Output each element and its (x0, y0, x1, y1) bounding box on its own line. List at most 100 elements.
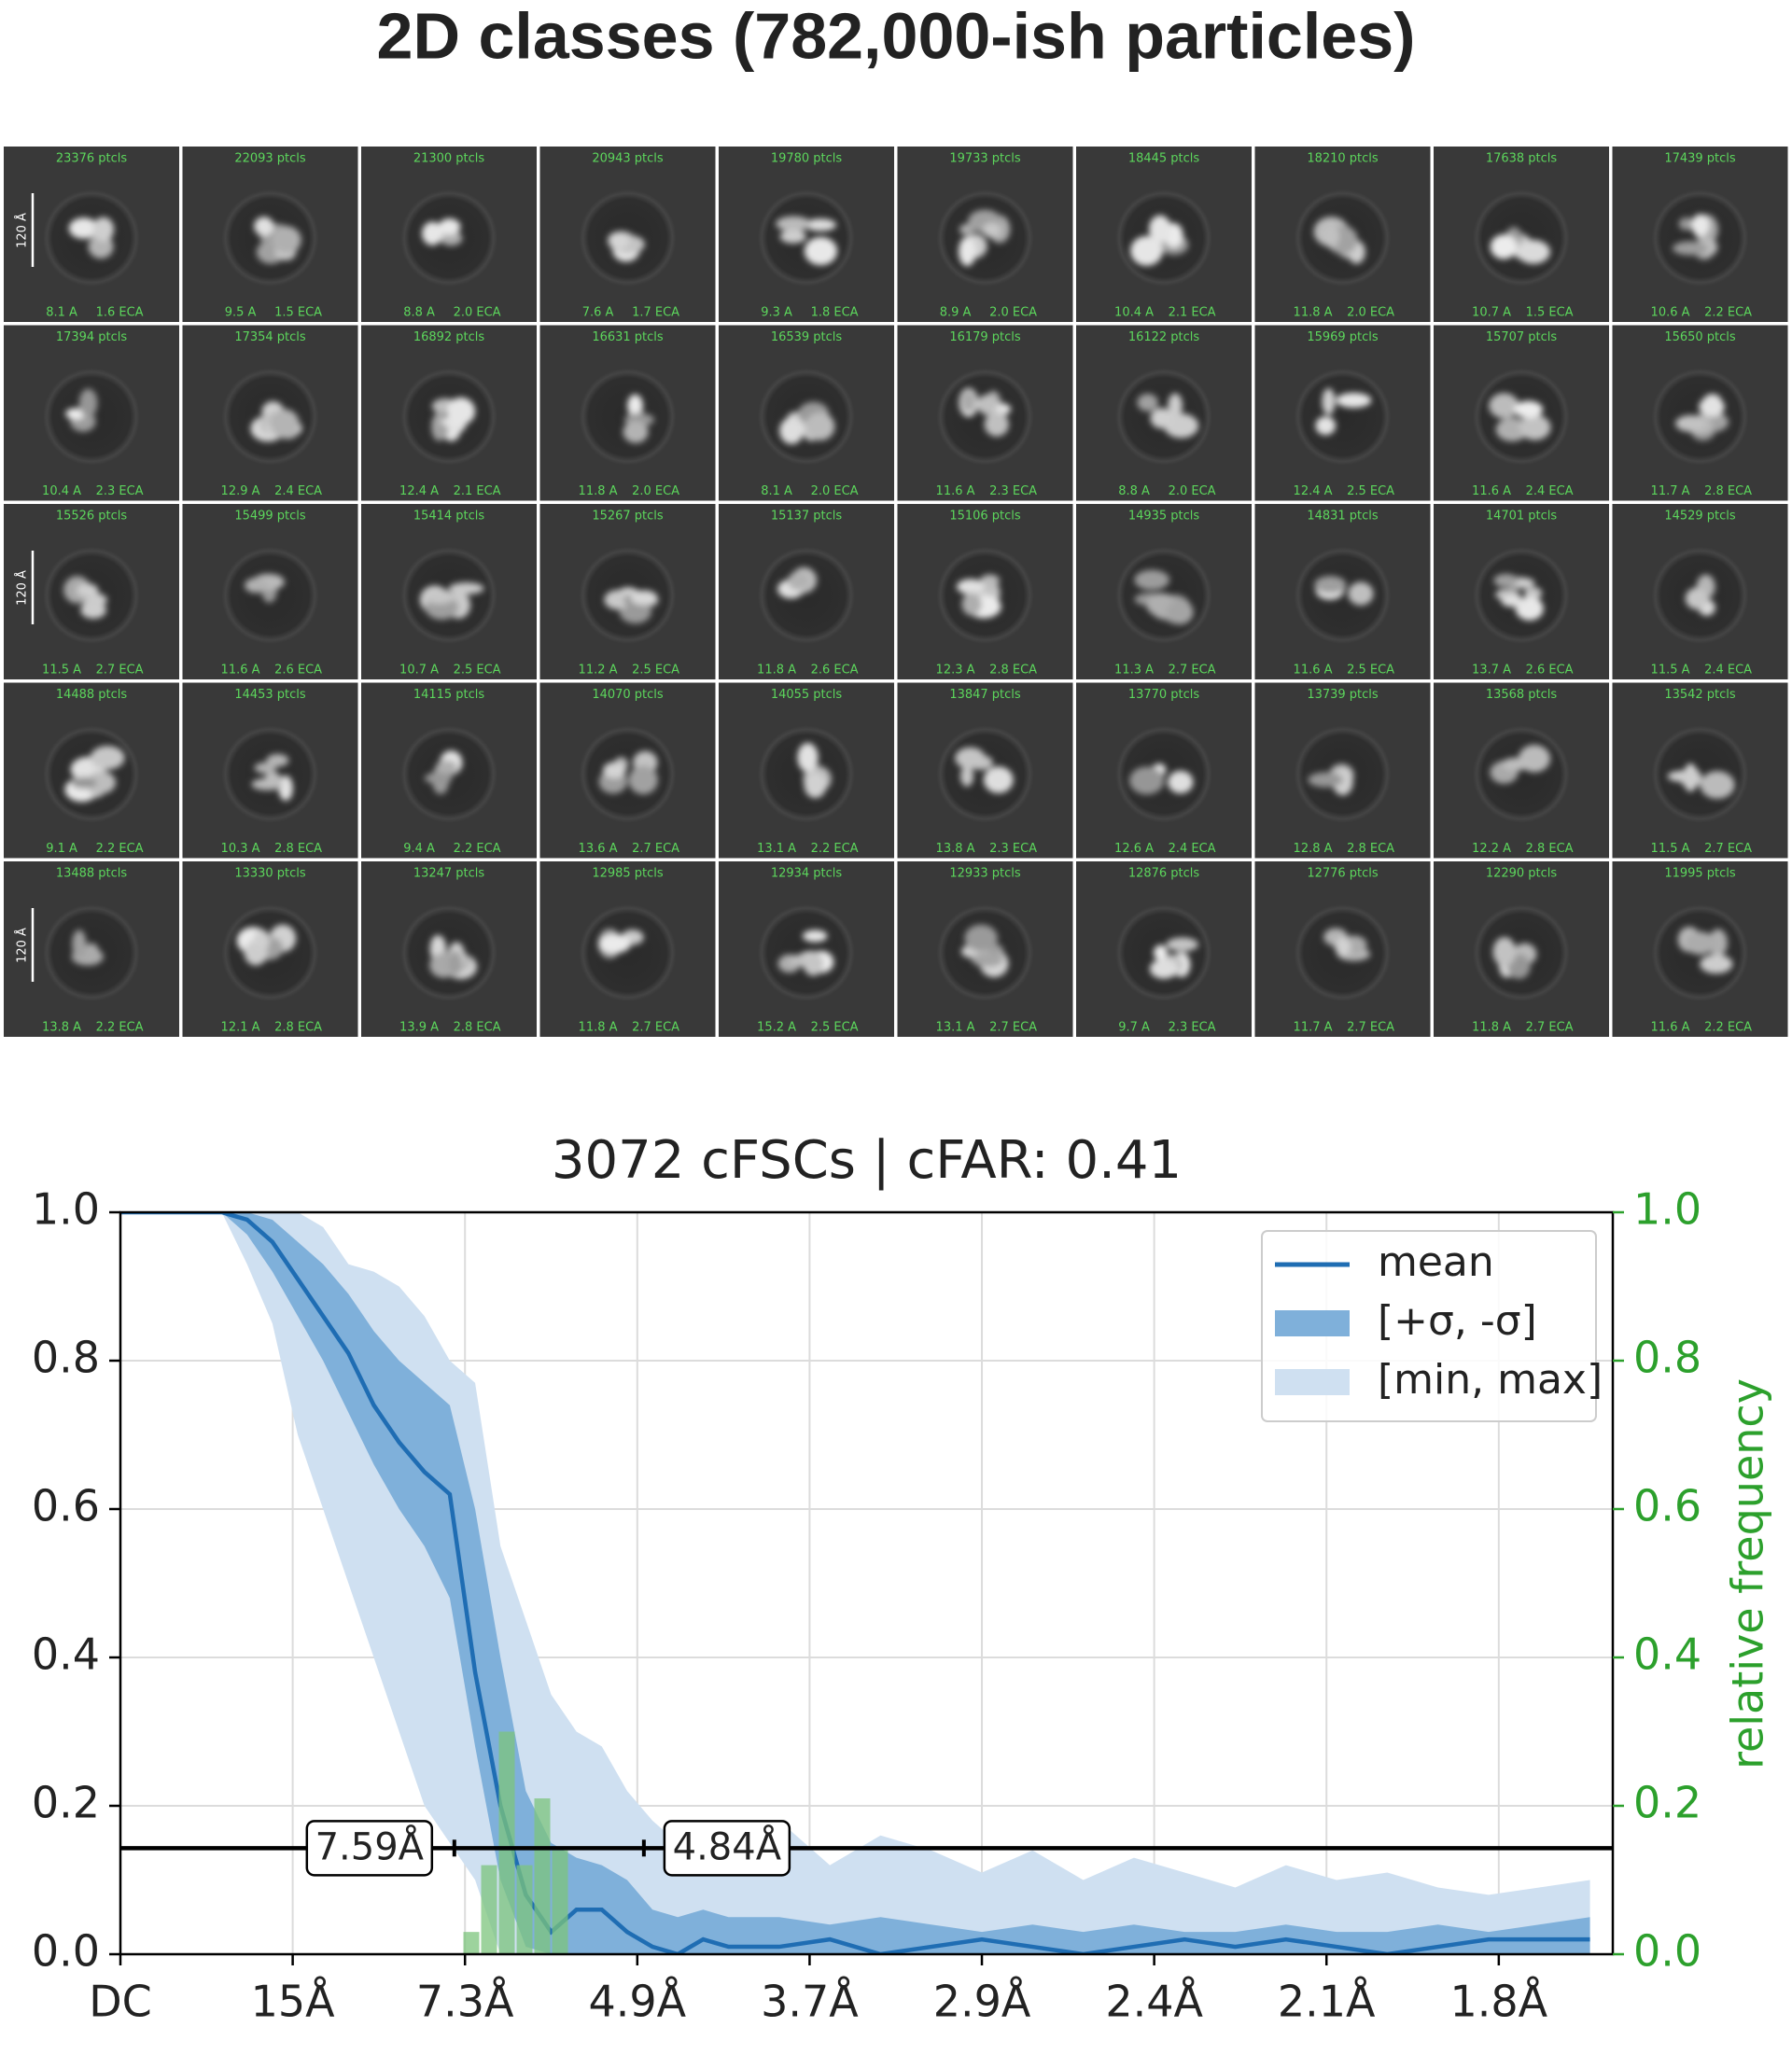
class-tile: 11995 ptcls 11.6 A 2.2 ECA (1612, 861, 1788, 1037)
density-blob (1322, 388, 1336, 415)
annotation-box (305, 1820, 434, 1877)
density-blob (1308, 772, 1343, 788)
density-blob (1675, 414, 1706, 432)
tile-resolution: 9.1 A (46, 842, 77, 856)
particle-density (777, 566, 818, 599)
class-tile: 15526 ptcls 11.5 A 2.7 ECA 120 Å (4, 504, 179, 679)
tile-eca: 2.8 ECA (1526, 842, 1574, 856)
particle-density (250, 401, 302, 442)
particle-density (1677, 927, 1733, 974)
tile-eca: 2.7 ECA (632, 1021, 679, 1035)
tile-particle-count: 12876 ptcls (1128, 867, 1200, 881)
density-blob (1335, 937, 1351, 957)
particle-density (1490, 227, 1550, 264)
tile-particle-count: 22093 ptcls (234, 152, 306, 166)
y2-tick-label: 0.4 (1633, 1629, 1701, 1680)
tile-particle-count: 15707 ptcls (1486, 330, 1558, 344)
class-tile: 12985 ptcls 11.8 A 2.7 ECA (539, 861, 716, 1037)
tile-particle-count: 13568 ptcls (1486, 688, 1558, 702)
density-blob (278, 775, 293, 802)
tile-particle-count: 13247 ptcls (413, 867, 485, 881)
tile-eca: 2.2 ECA (1704, 1021, 1752, 1035)
density-blob (71, 776, 97, 790)
class-tile: 12933 ptcls 13.1 A 2.7 ECA (897, 861, 1073, 1037)
particle-density (959, 209, 1011, 267)
x-tick-label: DC (89, 1977, 152, 2027)
density-blob (92, 217, 115, 242)
particle-density (960, 924, 1009, 978)
tile-mask (579, 904, 677, 1001)
particle-density (65, 388, 98, 432)
density-blob (68, 217, 99, 239)
tile-particle-count: 15267 ptcls (592, 510, 664, 524)
class-tile: 18210 ptcls 11.8 A 2.0 ECA (1254, 147, 1431, 322)
class-tile: 22093 ptcls 9.5 A 1.5 ECA (182, 147, 358, 322)
tile-particle-count: 18210 ptcls (1307, 152, 1379, 166)
class-tile: 13568 ptcls 12.2 A 2.8 ECA (1434, 682, 1609, 859)
tile-particle-count: 15106 ptcls (949, 510, 1021, 524)
density-blob (1514, 400, 1544, 419)
tile-particle-count: 15526 ptcls (56, 510, 128, 524)
class-tile: 23376 ptcls 8.1 A 1.6 ECA 120 Å (4, 147, 179, 322)
tile-particle-count: 13542 ptcls (1664, 688, 1736, 702)
class-tile: 13542 ptcls 11.5 A 2.7 ECA (1612, 682, 1788, 859)
particle-density (1308, 763, 1354, 796)
tile-resolution: 11.6 A (936, 484, 975, 498)
particle-density (1134, 569, 1194, 625)
density-blob (1164, 413, 1199, 439)
particle-density (598, 750, 658, 795)
density-blob (1700, 954, 1733, 974)
particle-density (623, 394, 654, 443)
tile-particle-count: 15137 ptcls (771, 510, 843, 524)
class-tile: 20943 ptcls 7.6 A 1.7 ECA (539, 147, 716, 322)
particle-density (777, 930, 834, 976)
tile-resolution: 11.5 A (1651, 664, 1690, 678)
class-tile: 16892 ptcls 12.4 A 2.1 ECA (361, 325, 537, 501)
density-blob (628, 765, 658, 795)
density-blob (630, 590, 658, 606)
class-tile: 15969 ptcls 12.4 A 2.5 ECA (1254, 325, 1431, 501)
density-blob (254, 762, 276, 774)
y-tick-label: 0.8 (32, 1333, 100, 1383)
tile-eca: 2.7 ECA (1526, 1021, 1574, 1035)
density-blob (76, 583, 99, 597)
tile-resolution: 11.8 A (1294, 306, 1333, 320)
tile-eca: 1.7 ECA (632, 306, 679, 320)
tile-eca: 2.8 ECA (274, 842, 322, 856)
particle-density (1489, 393, 1551, 442)
tile-mask (1294, 547, 1392, 644)
tile-eca: 2.0 ECA (632, 484, 679, 498)
tile-eca: 2.1 ECA (1169, 306, 1216, 320)
density-blob (245, 578, 268, 594)
tile-eca: 2.7 ECA (632, 842, 679, 856)
legend-label: [+σ, -σ] (1378, 1297, 1537, 1345)
scale-bar-label: 120 Å (15, 928, 30, 963)
tile-eca: 2.8 ECA (1704, 484, 1752, 498)
density-blob (435, 424, 449, 438)
density-blob (1129, 766, 1165, 795)
particle-density (604, 587, 659, 624)
density-blob (422, 221, 443, 245)
particle-density (1492, 937, 1537, 979)
density-blob (1149, 958, 1178, 979)
particle-density (779, 401, 835, 444)
tile-eca: 2.7 ECA (96, 664, 144, 678)
density-blob (779, 230, 806, 244)
particle-density (419, 582, 484, 621)
x-tick-label: 1.8Å (1450, 1977, 1548, 2027)
density-blob (1168, 770, 1194, 794)
density-blob (448, 582, 484, 594)
tile-eca: 2.4 ECA (274, 484, 322, 498)
density-blob (1490, 234, 1518, 259)
class-tile: 14529 ptcls 11.5 A 2.4 ECA (1612, 504, 1788, 679)
tile-resolution: 13.9 A (399, 1021, 439, 1035)
tile-particle-count: 16179 ptcls (949, 330, 1021, 344)
tile-particle-count: 16892 ptcls (413, 330, 485, 344)
density-blob (1166, 937, 1198, 952)
class-tile: 14115 ptcls 9.4 A 2.2 ECA (361, 682, 537, 859)
tile-eca: 2.0 ECA (811, 484, 859, 498)
class-tile: 12776 ptcls 11.7 A 2.7 ECA (1254, 861, 1431, 1037)
tile-particle-count: 12934 ptcls (771, 867, 843, 881)
